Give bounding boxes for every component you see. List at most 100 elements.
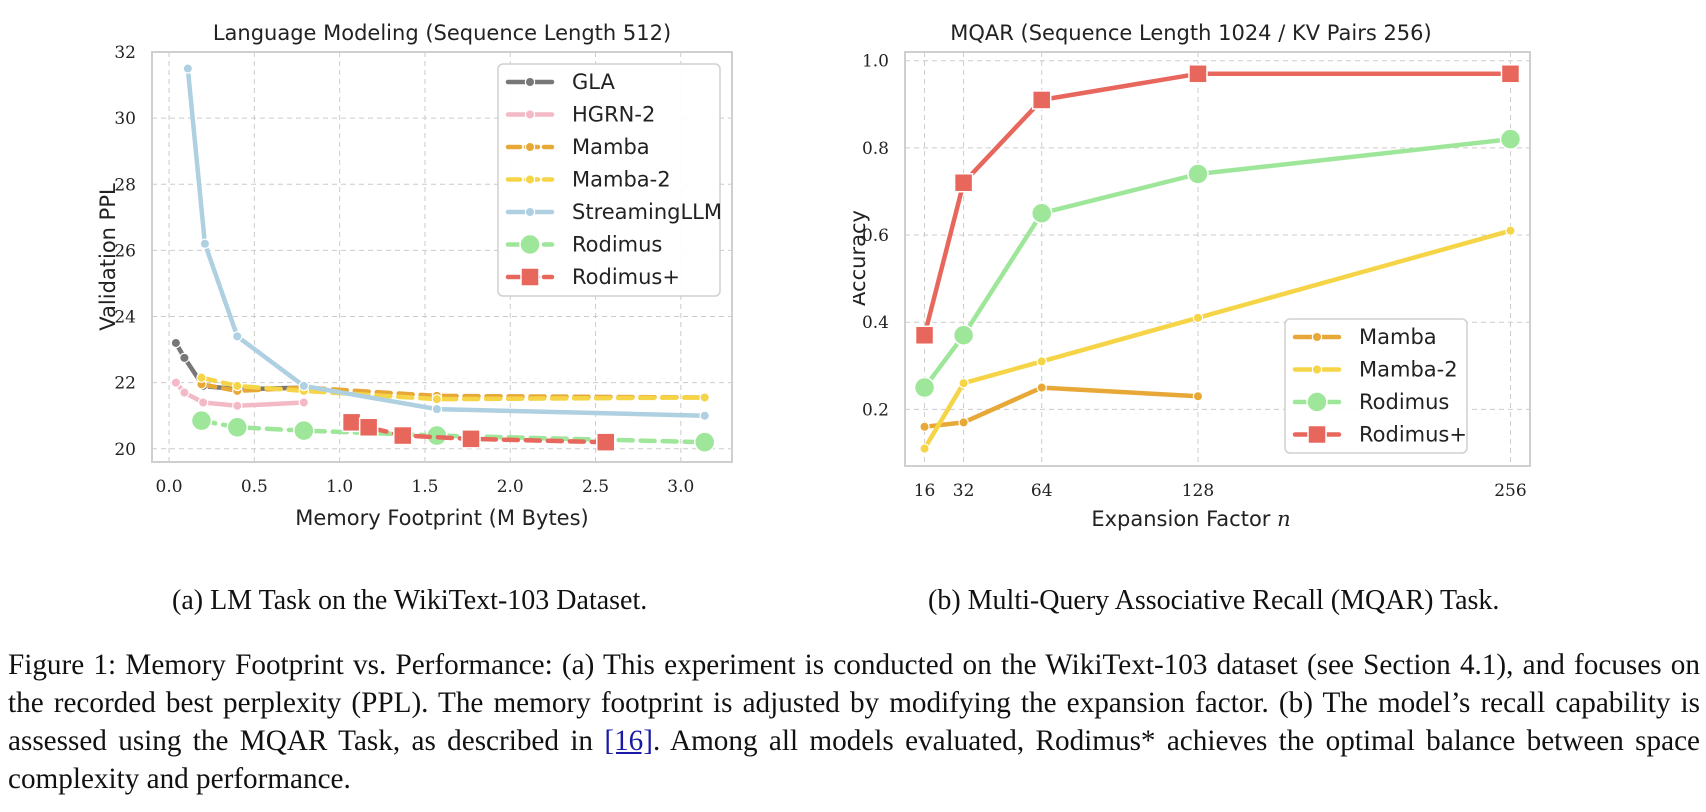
- legend-label: Rodimus+: [572, 265, 680, 289]
- figure-caption-text-end: . Among all models evaluated, Rodimus* a…: [8, 725, 1700, 795]
- legend-entry-mamba-2: Mamba-2: [505, 168, 671, 192]
- chart-title: Language Modeling (Sequence Length 512): [213, 21, 671, 45]
- data-point-rodimus: [1499, 128, 1522, 150]
- x-tick-label: 2.5: [582, 477, 609, 497]
- legend-marker: [524, 174, 536, 185]
- x-tick-label: 32: [953, 481, 975, 501]
- y-tick-label: 0.4: [862, 313, 889, 333]
- data-point-mamba-2: [958, 377, 969, 389]
- legend-entry-mamba-2: Mamba-2: [1292, 358, 1458, 382]
- data-point-mamba: [958, 417, 969, 428]
- y-tick-label: 30: [114, 109, 136, 129]
- legend-marker: [524, 141, 536, 153]
- data-point-mamba: [1192, 391, 1204, 402]
- legend-label: Mamba: [1359, 325, 1437, 349]
- data-point-rodimus: [693, 431, 716, 453]
- legend-entry-hgrn-2: HGRN-2: [505, 103, 655, 127]
- data-point-rodimus: [341, 412, 362, 433]
- subcaption-a: (a) LM Task on the WikiText-103 Dataset.: [172, 585, 648, 616]
- series-rodimus: [913, 128, 1522, 399]
- legend-label: GLA: [572, 70, 615, 94]
- data-point-rodimus: [293, 419, 315, 442]
- y-tick-label: 0.8: [862, 139, 889, 159]
- data-point-mamba-2: [1505, 225, 1516, 236]
- reference-link[interactable]: [16]: [604, 725, 653, 757]
- data-point-rodimus: [1188, 64, 1208, 84]
- legend-marker: [524, 109, 536, 120]
- figure: 0.0 0.5 1.0 1.5 2.0 2.5 3.0 20 22 24 26 28 30 32 Langu…: [96, 21, 1531, 531]
- legend-label: HGRN-2: [572, 103, 655, 127]
- x-tick-label: 0.5: [241, 477, 268, 497]
- data-point-rodimus: [914, 325, 935, 346]
- legend-entry-rodimus: Rodimus: [1292, 390, 1449, 414]
- data-point-streamingllm: [699, 410, 710, 421]
- legend-marker: [519, 233, 541, 256]
- legend-marker: [524, 76, 536, 88]
- legend-label: Rodimus: [572, 233, 662, 257]
- legend-label: Mamba-2: [1359, 358, 1458, 382]
- legend-label: StreamingLLM: [572, 200, 722, 224]
- data-point-rodimus: [1187, 163, 1209, 185]
- data-point-gla: [170, 337, 182, 349]
- series-rodimus: [914, 64, 1521, 346]
- legend-label: Rodimus: [1359, 390, 1449, 414]
- data-point-rodimus: [913, 376, 936, 399]
- y-tick-label: 20: [114, 440, 136, 460]
- legend-entry-streamingllm: StreamingLLM: [505, 200, 722, 224]
- legend-label: Rodimus+: [1359, 423, 1467, 447]
- series-mamba-2: [919, 225, 1516, 454]
- data-point-hgrn-2: [170, 377, 182, 388]
- data-point-mamba-2: [232, 380, 243, 392]
- y-tick-label: 28: [114, 175, 136, 195]
- data-point-streamingllm: [232, 331, 243, 342]
- data-point-hgrn-2: [298, 397, 310, 408]
- data-point-rodimus: [393, 425, 413, 446]
- x-tick-label: 2.0: [497, 477, 524, 497]
- y-tick-label: 24: [114, 308, 136, 328]
- data-point-mamba-2: [431, 393, 443, 405]
- data-point-rodimus: [1031, 90, 1052, 110]
- data-point-hgrn-2: [197, 397, 209, 408]
- y-tick-label: 26: [114, 241, 136, 261]
- x-tick-label: 64: [1031, 481, 1053, 501]
- legend-entry-mamba: Mamba: [505, 135, 650, 159]
- y-tick-label: 0.6: [862, 226, 889, 246]
- x-tick-label: 256: [1494, 481, 1526, 501]
- data-point-mamba-2: [1036, 356, 1047, 367]
- x-axis-label: Memory Footprint (M Bytes): [295, 506, 588, 530]
- x-tick-label: 128: [1182, 481, 1214, 501]
- data-point-mamba-2: [196, 372, 207, 383]
- legend-marker: [520, 267, 540, 287]
- legend-entry-rodimus: Rodimus+: [505, 265, 680, 289]
- data-point-hgrn-2: [179, 387, 190, 398]
- y-tick-label: 32: [114, 43, 136, 63]
- series-rodimus: [341, 412, 616, 452]
- legend-box: [497, 63, 721, 297]
- chart-lm-task: 0.0 0.5 1.0 1.5 2.0 2.5 3.0 20 22 24 26 28 30 32 Langu…: [96, 21, 733, 530]
- y-tick-label: 1.0: [862, 52, 889, 72]
- legend-entry-mamba: Mamba: [1292, 325, 1437, 349]
- subcaption-b: (b) Multi-Query Associative Recall (MQAR…: [928, 585, 1500, 616]
- data-point-rodimus: [461, 429, 481, 449]
- legend-marker: [1311, 331, 1323, 343]
- series-hgrn-2: [170, 377, 310, 412]
- y-axis-label: Accuracy: [853, 210, 870, 306]
- series-mamba: [919, 382, 1204, 432]
- legend-entry-rodimus: Rodimus: [505, 233, 662, 257]
- legend-box: [1284, 318, 1468, 454]
- figure-caption-text: Figure 1: Memory Footprint vs. Performan…: [8, 649, 1700, 757]
- data-point-rodimus: [190, 409, 213, 432]
- legend-label: Mamba-2: [572, 168, 671, 192]
- data-point-streamingllm: [199, 238, 211, 249]
- data-point-rodimus: [953, 172, 974, 193]
- y-tick-label: 22: [114, 374, 136, 394]
- legend-entry-gla: GLA: [505, 70, 615, 94]
- data-point-rodimus: [358, 417, 379, 438]
- data-point-streamingllm: [182, 63, 194, 74]
- data-point-mamba: [919, 421, 930, 432]
- data-point-mamba: [1036, 382, 1047, 393]
- plot-frame: [151, 51, 733, 463]
- data-point-gla: [179, 352, 190, 364]
- legend: Mamba Mamba-2 Rodimus Rodimus+: [1284, 318, 1468, 454]
- x-axis-label: Expansion Factor n: [1091, 507, 1290, 531]
